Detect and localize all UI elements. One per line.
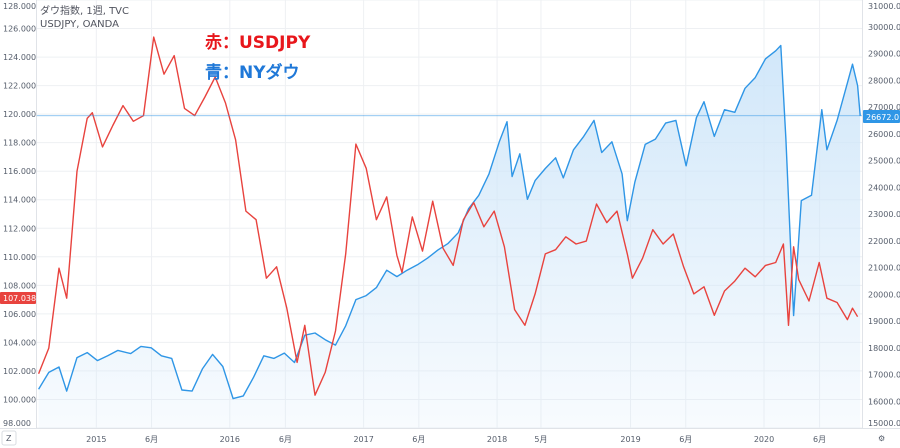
- left-value-badge-text: 107.038: [3, 294, 36, 303]
- series-line-usdjpy: [37, 36, 859, 396]
- dow-area-fill: [38, 45, 861, 428]
- right-tick-label: 29000.0: [868, 50, 900, 59]
- left-tick-label: 108.000: [3, 281, 36, 290]
- left-tick-label: 106.000: [3, 310, 36, 319]
- left-tick-label: 112.000: [3, 224, 36, 233]
- x-tick-label: 2015: [86, 435, 106, 444]
- right-tick-label: 15000.0: [868, 419, 900, 428]
- timezone-button-label: Z: [6, 434, 12, 443]
- annotation-usdjpy: 赤：USDJPY: [205, 32, 311, 53]
- x-tick-label: 2016: [220, 435, 240, 444]
- series-line-dow: [38, 44, 861, 400]
- dow-area: [38, 45, 861, 428]
- left-value-badge: 107.038: [0, 292, 36, 304]
- right-tick-label: 26000.0: [868, 130, 900, 139]
- left-tick-label: 122.000: [3, 82, 36, 91]
- right-tick-label: 16000.0: [868, 397, 900, 406]
- left-tick-label: 126.000: [3, 25, 36, 34]
- left-tick-label: 124.000: [3, 53, 36, 62]
- x-tick-label: 6月: [412, 435, 425, 444]
- chart-header-line1: ダウ指数, 1週, TVC: [40, 4, 129, 17]
- left-tick-label: 118.000: [3, 139, 36, 148]
- left-tick-label: 98.000: [3, 419, 31, 428]
- right-tick-label: 25000.0: [868, 157, 900, 166]
- right-tick-label: 31000.0: [868, 2, 900, 11]
- right-tick-label: 17000.0: [868, 371, 900, 380]
- left-tick-label: 102.000: [3, 367, 36, 376]
- x-tick-label: 6月: [679, 435, 692, 444]
- right-tick-label: 28000.0: [868, 76, 900, 85]
- left-tick-label: 110.000: [3, 253, 36, 262]
- right-axis-ticks: 15000.0 16000.0 17000.0 18000.0 19000.0 20000…: [868, 2, 900, 428]
- x-axis-ticks: 2015 6月 2016 6月 2017 6月 2018 5月 2019 6月 2020 6月: [86, 435, 826, 444]
- right-value-badge-text: 26672.0: [866, 113, 899, 122]
- right-tick-label: 30000.0: [868, 23, 900, 32]
- right-tick-label: 27000.0: [868, 103, 900, 112]
- plot-border-bottom: [0, 428, 900, 429]
- x-tick-label: 2020: [754, 435, 774, 444]
- left-tick-label: 114.000: [3, 196, 36, 205]
- right-tick-label: 21000.0: [868, 264, 900, 273]
- settings-button[interactable]: ⚙: [878, 434, 885, 443]
- timezone-button[interactable]: Z: [1, 430, 17, 446]
- right-tick-label: 20000.0: [868, 290, 900, 299]
- chart-header-line2: USDJPY, OANDA: [40, 19, 119, 30]
- gear-icon: ⚙: [878, 434, 885, 443]
- right-tick-label: 23000.0: [868, 210, 900, 219]
- left-axis-ticks: 98.000 100.000 102.000 104.000 106.000 108.00…: [3, 2, 36, 428]
- left-tick-label: 104.000: [3, 338, 36, 347]
- x-tick-label: 6月: [145, 435, 158, 444]
- x-tick-label: 2017: [353, 435, 373, 444]
- right-value-badge: 26672.0: [863, 110, 900, 123]
- x-tick-label: 2018: [487, 435, 507, 444]
- left-tick-label: 100.000: [3, 395, 36, 404]
- series-layer: [37, 36, 861, 400]
- right-tick-label: 19000.0: [868, 317, 900, 326]
- x-tick-label: 6月: [813, 435, 826, 444]
- right-tick-label: 18000.0: [868, 344, 900, 353]
- right-tick-label: 22000.0: [868, 237, 900, 246]
- plot-border-left: [36, 0, 37, 428]
- x-tick-label: 6月: [279, 435, 292, 444]
- left-tick-label: 116.000: [3, 167, 36, 176]
- left-tick-label: 120.000: [3, 110, 36, 119]
- plot-border-right: [862, 0, 863, 428]
- x-tick-label: 5月: [534, 435, 547, 444]
- annotation-nydow: 青：NYダウ: [205, 62, 300, 83]
- left-tick-label: 128.000: [3, 2, 36, 11]
- right-tick-label: 24000.0: [868, 183, 900, 192]
- x-tick-label: 2019: [620, 435, 640, 444]
